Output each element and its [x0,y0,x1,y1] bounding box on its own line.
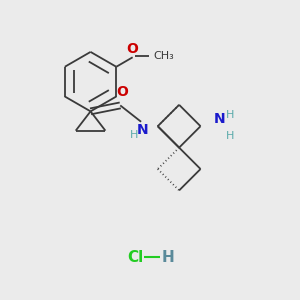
Text: H: H [161,250,174,265]
Text: H: H [226,131,234,141]
Text: O: O [117,85,129,99]
Text: N: N [137,123,148,137]
Text: H: H [226,110,234,120]
Text: N: N [214,112,226,126]
Text: Cl: Cl [127,250,143,265]
Text: H: H [130,130,139,140]
Text: O: O [127,42,139,56]
Text: CH₃: CH₃ [153,51,174,62]
